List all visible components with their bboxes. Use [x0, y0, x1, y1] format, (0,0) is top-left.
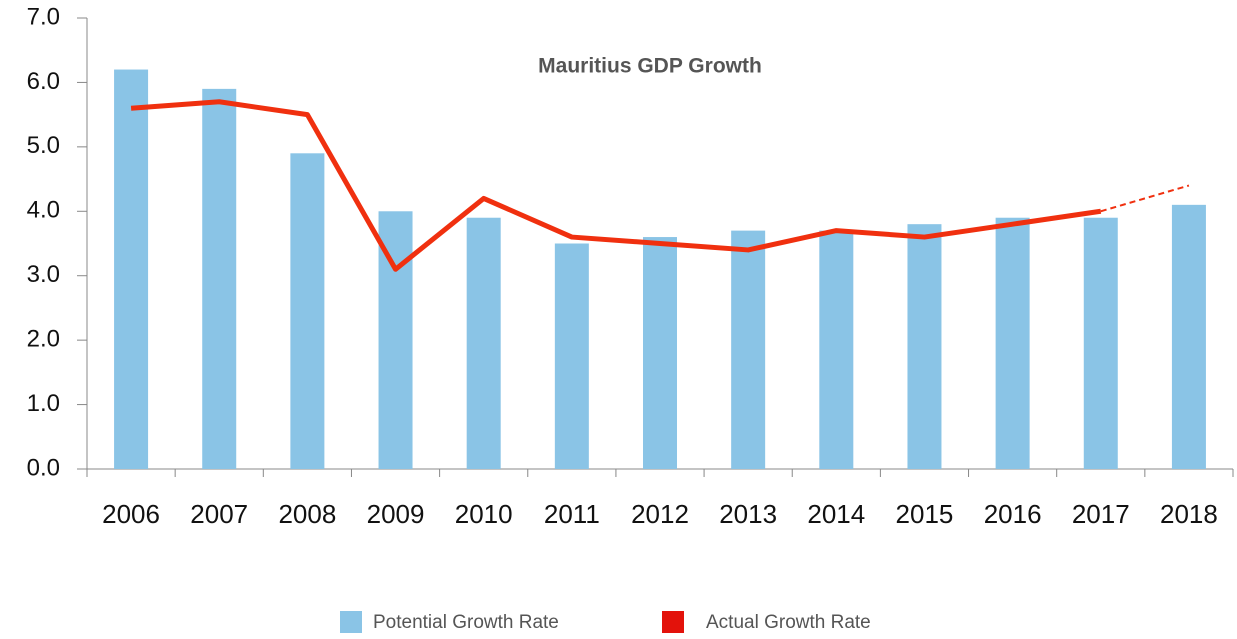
x-tick-label: 2006	[102, 499, 160, 529]
legend-swatch	[340, 611, 362, 633]
bar	[995, 217, 1030, 469]
y-tick-label: 2.0	[27, 325, 60, 352]
x-tick-label: 2009	[367, 499, 425, 529]
line-projection	[1100, 184, 1190, 213]
y-tick-label: 3.0	[27, 261, 60, 288]
bar	[731, 230, 766, 469]
bar	[1083, 217, 1118, 469]
bar	[202, 88, 237, 469]
line	[130, 99, 1102, 272]
x-tick-label: 2016	[984, 499, 1042, 529]
bar	[1171, 204, 1206, 470]
bar	[290, 153, 325, 470]
x-tick-label: 2018	[1160, 499, 1218, 529]
y-tick-label: 1.0	[27, 390, 60, 417]
bar	[554, 243, 589, 469]
x-tick-label: 2007	[190, 499, 248, 529]
bar	[907, 224, 942, 469]
x-tick-label: 2014	[807, 499, 865, 529]
bar	[643, 237, 677, 469]
y-tick-label: 5.0	[27, 132, 60, 159]
bar	[466, 217, 501, 469]
x-tick-label: 2011	[544, 499, 600, 529]
legend-label: Potential Growth Rate	[373, 612, 559, 633]
y-tick-label: 4.0	[27, 197, 60, 224]
x-tick-label: 2008	[278, 499, 336, 529]
x-tick-label: 2013	[719, 499, 777, 529]
legend-label: Actual Growth Rate	[706, 612, 871, 633]
legend-swatch	[662, 611, 684, 633]
chart-title: Mauritius GDP Growth	[538, 55, 762, 78]
y-tick-label: 6.0	[27, 68, 60, 95]
y-tick-label: 0.0	[27, 454, 60, 481]
y-tick-label: 7.0	[27, 3, 60, 30]
bar	[819, 230, 854, 469]
x-tick-label: 2015	[896, 499, 954, 529]
x-tick-label: 2010	[455, 499, 513, 529]
bar	[114, 69, 149, 470]
x-tick-label: 2012	[631, 499, 689, 529]
x-tick-label: 2017	[1072, 499, 1130, 529]
